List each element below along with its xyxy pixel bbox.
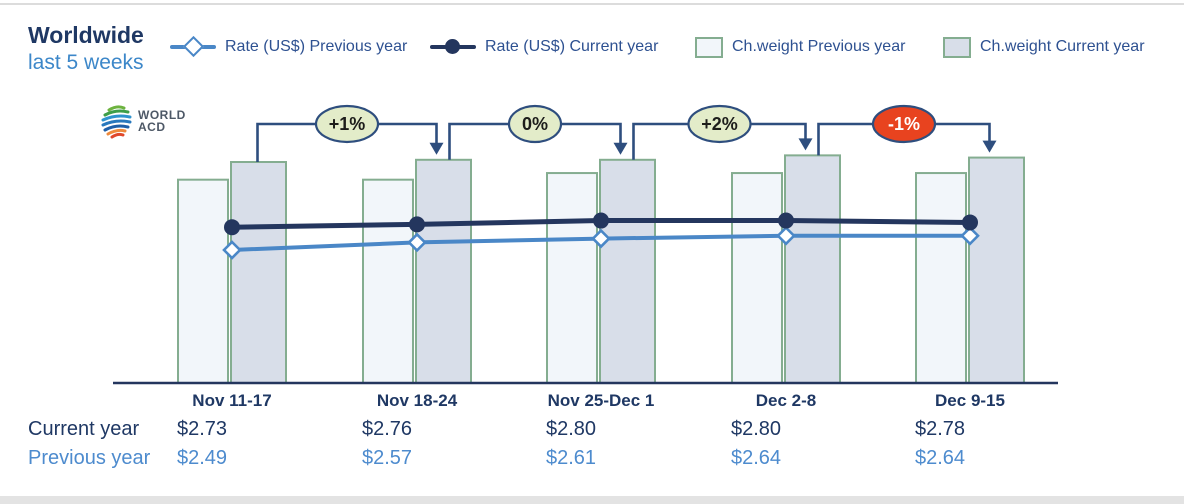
bar-previous-year (177, 178, 229, 384)
page-title: Worldwide (28, 22, 144, 48)
circle-marker-icon (593, 212, 609, 229)
circle-marker-icon (778, 212, 794, 229)
table-cell: $2.78 (914, 418, 966, 440)
legend-box-icon (695, 36, 723, 58)
arrow-down-icon (798, 138, 813, 151)
page-subtitle: last 5 weeks (28, 51, 144, 75)
table-cell: $2.73 (176, 418, 228, 440)
logo-text: WORLD ACD (138, 109, 186, 133)
change-bubble-label: +1% (329, 114, 366, 134)
x-axis-label: Dec 9-15 (935, 391, 1005, 410)
bar-previous-year (362, 178, 414, 384)
diamond-marker-icon (407, 232, 427, 253)
arrow-down-icon (613, 142, 628, 155)
legend-item-weight_curr: Ch.weight Current year (943, 35, 1145, 59)
table-cell: $2.49 (176, 447, 228, 469)
table-cell: $2.80 (545, 418, 597, 440)
legend-line-dot-icon (430, 39, 476, 54)
x-axis-label: Nov 11-17 (192, 391, 271, 410)
x-axis-label: Nov 18-24 (377, 391, 458, 410)
bottom-strip (0, 496, 1184, 504)
change-bracket: +2% (632, 104, 813, 160)
bars-previous-year (177, 172, 967, 384)
legend-label: Ch.weight Current year (980, 38, 1145, 55)
bars-current-year (230, 154, 1025, 384)
title-block: Worldwide last 5 weeks (28, 22, 144, 76)
change-bracket: +1% (256, 104, 444, 162)
change-bubble (871, 104, 937, 144)
legend-item-weight_prev: Ch.weight Previous year (695, 35, 905, 59)
change-bracket: -1% (817, 104, 997, 156)
legend-box-icon (943, 36, 971, 58)
bar-previous-year (731, 172, 783, 384)
diamond-marker-icon (960, 225, 980, 246)
table-cell: $2.76 (361, 418, 413, 440)
circle-marker-icon (409, 216, 425, 233)
worldacd-globe-icon (101, 105, 132, 139)
table-cell: $2.64 (914, 447, 966, 469)
legend-label: Rate (US$) Current year (485, 38, 659, 55)
logo: WORLD ACD (96, 102, 186, 140)
bar-current-year (599, 158, 656, 384)
table-cell: $2.80 (730, 418, 782, 440)
change-bubble (507, 104, 563, 144)
legend-item-rate_prev: Rate (US$) Previous year (170, 35, 407, 59)
change-bubble-label: 0% (522, 114, 548, 134)
legend-item-rate_curr: Rate (US$) Current year (430, 35, 658, 59)
change-bubble-label: -1% (888, 114, 920, 134)
table-row-label-current-year: Current year (28, 418, 140, 440)
diamond-marker-icon (776, 225, 796, 246)
bar-current-year (230, 161, 287, 384)
bar-current-year (415, 158, 472, 384)
change-bubble (687, 104, 752, 144)
legend-label: Ch.weight Previous year (732, 38, 906, 55)
table-cell: $2.57 (361, 447, 413, 469)
bar-current-year (784, 154, 841, 384)
table-row-label-previous-year: Previous year (28, 447, 151, 469)
table-cell: $2.61 (545, 447, 597, 469)
logo-text-line1: WORLD (138, 108, 186, 122)
arrow-down-icon (429, 142, 444, 155)
change-bracket: 0% (448, 104, 628, 160)
table-cell: $2.64 (730, 447, 782, 469)
circle-marker-icon (962, 214, 978, 231)
bar-previous-year (915, 172, 967, 384)
diamond-marker-icon (591, 228, 611, 249)
bar-current-year (968, 156, 1025, 384)
diamond-marker-icon (222, 240, 242, 260)
bar-previous-year (546, 172, 598, 384)
legend-line-diamond-icon (170, 35, 216, 58)
arrow-down-icon (982, 140, 997, 153)
logo-text-line2: ACD (138, 120, 166, 134)
circle-marker-icon (224, 219, 240, 236)
x-axis-label: Dec 2-8 (756, 391, 816, 410)
x-axis-label: Nov 25-Dec 1 (548, 391, 655, 410)
legend-label: Rate (US$) Previous year (225, 38, 408, 55)
change-bubble (314, 104, 380, 144)
top-divider (0, 3, 1184, 5)
change-bubble-label: +2% (701, 114, 738, 134)
